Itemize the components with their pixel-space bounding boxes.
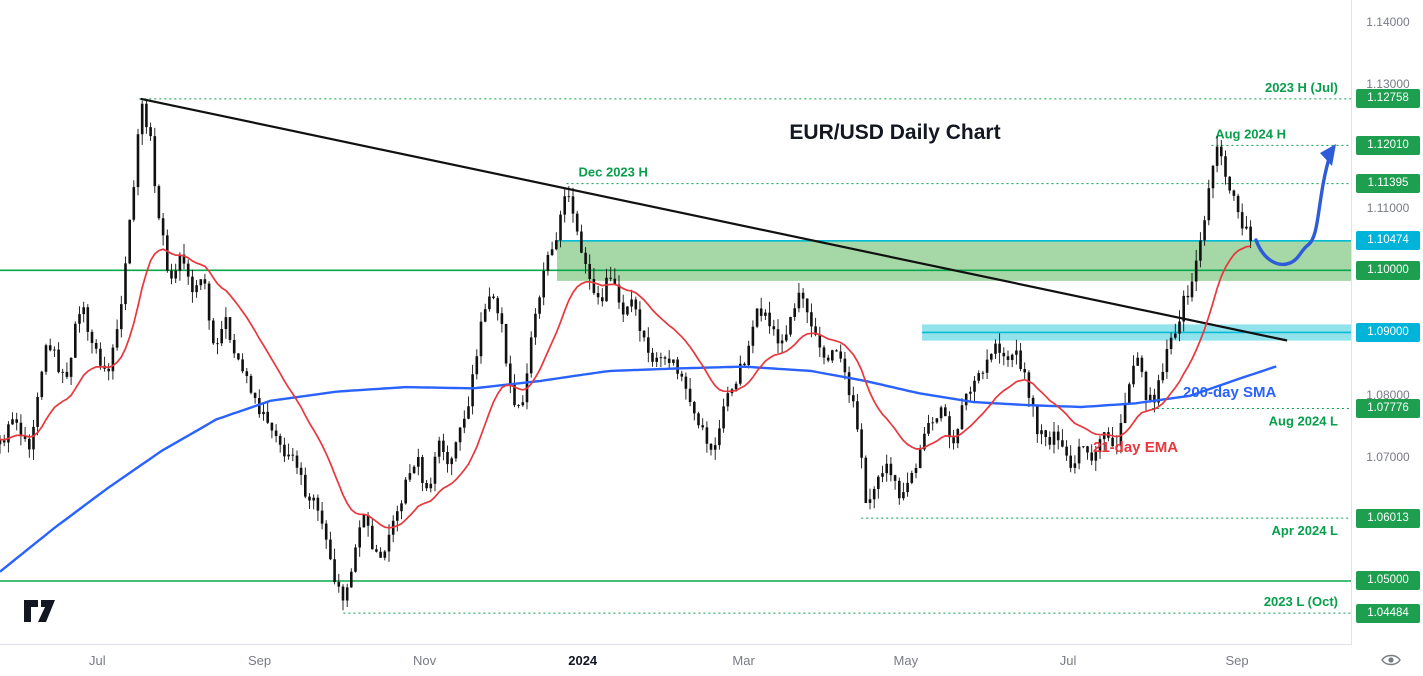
y-axis-tick: 1.11000 [1366,201,1410,216]
resistance-zone-1-10[interactable] [557,241,1352,281]
tradingview-logo[interactable] [22,596,62,626]
ema-indicator-label: 21-day EMA [1093,439,1179,456]
y-axis-tick: 1.14000 [1366,14,1410,29]
descending-trendline[interactable] [140,97,1288,342]
x-axis-tick: Jul [89,653,106,668]
price-label-pill: 1.06013 [1356,508,1420,528]
y-axis-tick: 1.07000 [1366,449,1410,464]
x-axis-tick: Jul [1059,653,1077,668]
price-axis[interactable]: 1.14000 1.13000 1.11000 1.08000 1.07000 1.127… [1353,0,1423,645]
price-label-pill: 1.09000 [1356,322,1420,342]
sma-200-line[interactable] [0,365,1277,573]
x-axis-tick: Mar [732,653,755,668]
x-axis-tick: Sep [1225,653,1249,668]
x-axis-tick: May [893,653,919,668]
y-axis-tick: 1.08000 [1366,387,1410,402]
y-axis-tick: 1.13000 [1366,76,1410,91]
chart-title: EUR/USD Daily Chart [789,121,1001,144]
x-axis-tick: Nov [412,653,437,668]
time-axis[interactable]: Jul Sep Nov 2024 Mar May Jul Sep [0,646,1352,676]
ema-21-line[interactable] [0,245,1251,529]
annotation-label: Aug 2024 L [1269,414,1338,429]
eye-icon[interactable] [1380,651,1402,669]
x-axis-tick: Sep [248,653,272,668]
sma-indicator-label: 200-day SMA [1183,384,1277,401]
price-label-pill: 1.10000 [1356,260,1420,280]
price-label-pill: 1.05000 [1356,571,1420,591]
price-label-pill: 1.12758 [1356,89,1420,109]
price-label-pill: 1.04484 [1356,603,1420,623]
projection-arrow-head [1320,144,1336,166]
projection-arrow[interactable] [1254,153,1332,266]
price-label-pill: 1.10474 [1356,231,1420,251]
annotation-label: 2023 H (Jul) [1265,80,1338,95]
annotation-label: Apr 2024 L [1272,523,1339,538]
annotation-label: Aug 2024 H [1215,126,1286,141]
plot-area[interactable]: 2023 H (Jul) Aug 2024 H Dec 2023 H Aug 2024… [0,0,1352,645]
x-axis-tick: 2024 [568,653,598,668]
price-label-pill: 1.07776 [1356,399,1420,418]
annotation-label: 2023 L (Oct) [1264,594,1338,609]
price-label-pill: 1.12010 [1356,135,1420,155]
candlestick-chart[interactable]: 2023 H (Jul) Aug 2024 H Dec 2023 H Aug 2024… [0,0,1352,645]
price-label-pill: 1.11395 [1356,174,1420,194]
annotation-label: Dec 2023 H [579,165,648,180]
